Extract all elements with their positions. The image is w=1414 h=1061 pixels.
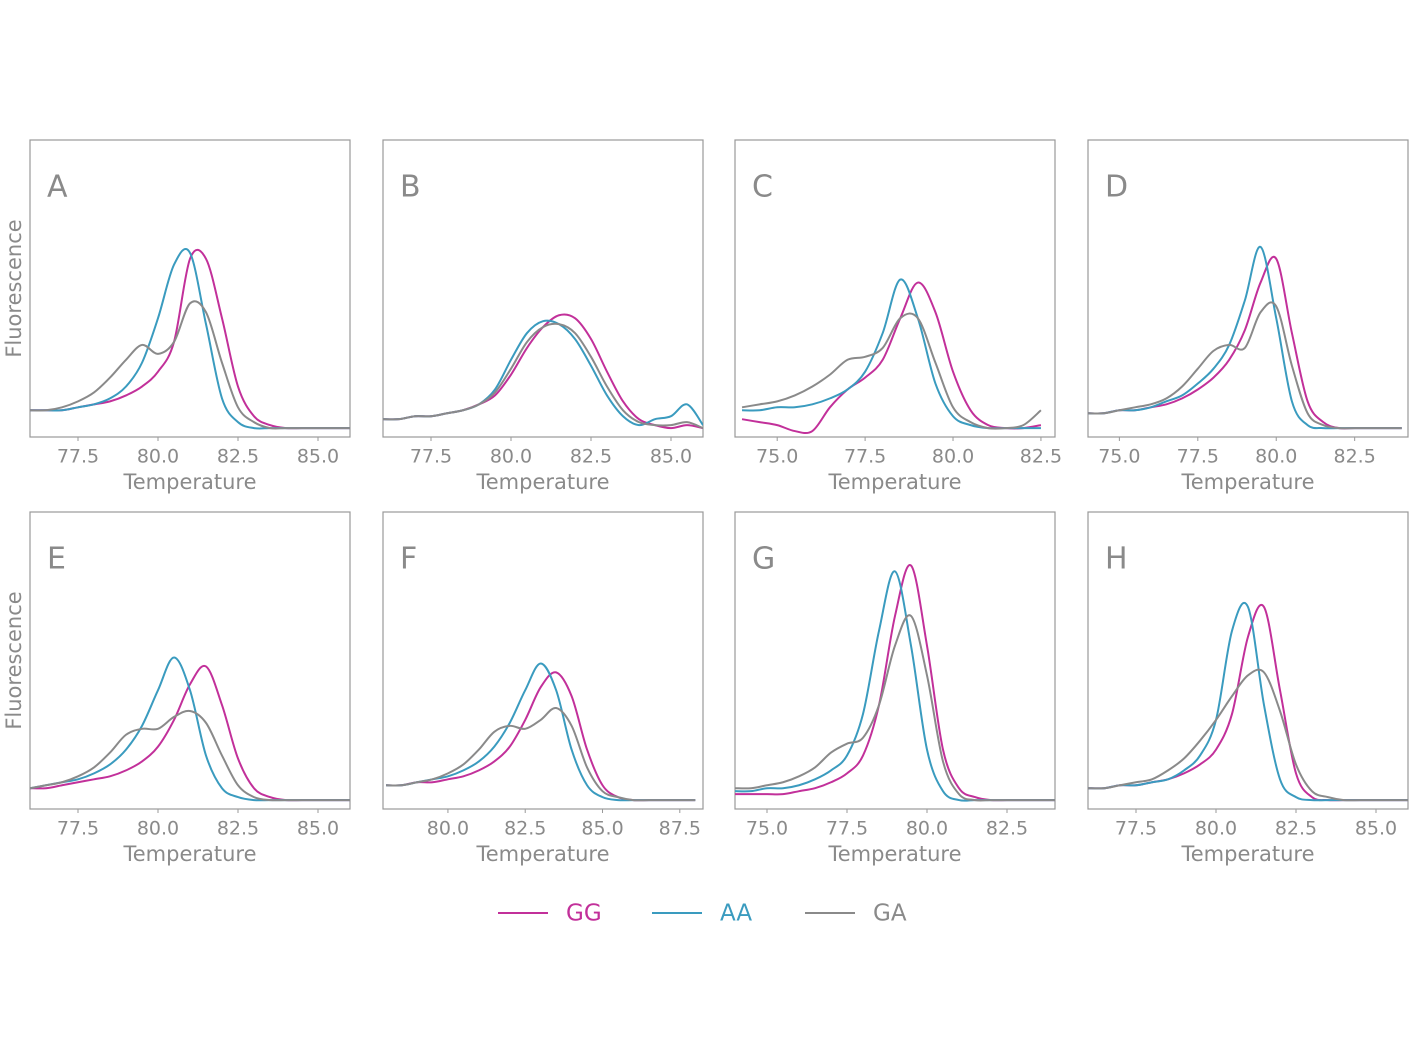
x-tick-label: 77.5	[410, 446, 452, 468]
x-tick-label: 85.0	[297, 818, 339, 840]
melt-curve	[1088, 668, 1408, 802]
panel-label: A	[47, 170, 68, 205]
panel-label: F	[400, 542, 417, 577]
panel-frame	[1087, 511, 1409, 810]
melt-curve	[735, 564, 1055, 802]
melt-curve	[1088, 601, 1408, 802]
panel-label: G	[752, 542, 775, 577]
x-tick-label: 85.0	[581, 818, 623, 840]
x-tick-label: 85.0	[1355, 818, 1397, 840]
x-tick-label: 82.5	[217, 446, 259, 468]
x-tick-label: 80.0	[427, 818, 469, 840]
x-tick-label: 75.0	[1098, 446, 1140, 468]
melt-curve	[386, 671, 696, 802]
melt-curve	[742, 278, 1041, 430]
melt-curve	[741, 281, 1042, 435]
x-tick-label: 87.5	[659, 818, 701, 840]
melt-curve	[1088, 255, 1402, 430]
melt-curve	[741, 312, 1042, 430]
y-axis-label: Fluorescence	[2, 219, 26, 357]
x-axis-label: Temperature	[475, 470, 609, 494]
x-tick-label: 77.5	[1177, 446, 1219, 468]
y-axis-label: Fluorescence	[2, 591, 26, 729]
x-tick-label: 80.0	[137, 446, 179, 468]
panel-frame	[382, 139, 704, 438]
panel-frame	[29, 511, 351, 810]
x-tick-label: 82.5	[1334, 446, 1376, 468]
melt-curve	[383, 322, 703, 430]
x-tick-label: 77.5	[1115, 818, 1157, 840]
melt-curve	[1088, 301, 1402, 430]
melt-curve	[1088, 604, 1408, 802]
x-tick-label: 82.5	[504, 818, 546, 840]
x-tick-label: 80.0	[1195, 818, 1237, 840]
x-tick-label: 85.0	[297, 446, 339, 468]
panel-label: C	[752, 170, 773, 205]
legend-label: GG	[566, 901, 602, 927]
panel-frame	[734, 139, 1056, 438]
x-axis-label: Temperature	[122, 470, 256, 494]
x-tick-label: 82.5	[570, 446, 612, 468]
x-tick-label: 75.0	[756, 446, 798, 468]
x-tick-label: 82.5	[986, 818, 1028, 840]
x-axis-label: Temperature	[1180, 842, 1314, 866]
x-axis-label: Temperature	[827, 842, 961, 866]
x-axis-label: Temperature	[827, 470, 961, 494]
x-tick-label: 77.5	[826, 818, 868, 840]
legend-label: GA	[873, 901, 907, 927]
melt-curve	[30, 656, 350, 802]
panel-frame	[382, 511, 704, 810]
melt-curve	[735, 614, 1055, 802]
x-tick-label: 82.5	[217, 818, 259, 840]
x-tick-label: 82.5	[1275, 818, 1317, 840]
x-tick-label: 80.0	[137, 818, 179, 840]
x-tick-label: 75.0	[746, 818, 788, 840]
melt-curve	[386, 707, 696, 802]
melt-curve	[383, 319, 703, 427]
x-tick-label: 77.5	[57, 446, 99, 468]
x-tick-label: 85.0	[650, 446, 692, 468]
melt-curve	[383, 313, 703, 430]
melt-curve	[30, 300, 350, 430]
x-tick-label: 80.0	[932, 446, 974, 468]
x-tick-label: 80.0	[490, 446, 532, 468]
panel-frame	[1087, 139, 1409, 438]
melt-curve	[1088, 245, 1402, 430]
melt-curve	[30, 709, 350, 802]
x-tick-label: 77.5	[844, 446, 886, 468]
panel-frame	[734, 511, 1056, 810]
x-axis-label: Temperature	[475, 842, 609, 866]
x-axis-label: Temperature	[122, 842, 256, 866]
x-tick-label: 80.0	[1255, 446, 1297, 468]
panel-label: E	[47, 542, 66, 577]
x-tick-label: 80.0	[906, 818, 948, 840]
panel-frame	[29, 139, 351, 438]
x-tick-label: 82.5	[1020, 446, 1062, 468]
panel-label: D	[1105, 170, 1128, 205]
panel-label: B	[400, 170, 421, 205]
panel-label: H	[1105, 542, 1128, 577]
x-tick-label: 77.5	[57, 818, 99, 840]
melt-curve	[735, 570, 1055, 802]
x-axis-label: Temperature	[1180, 470, 1314, 494]
legend-label: AA	[720, 901, 752, 927]
